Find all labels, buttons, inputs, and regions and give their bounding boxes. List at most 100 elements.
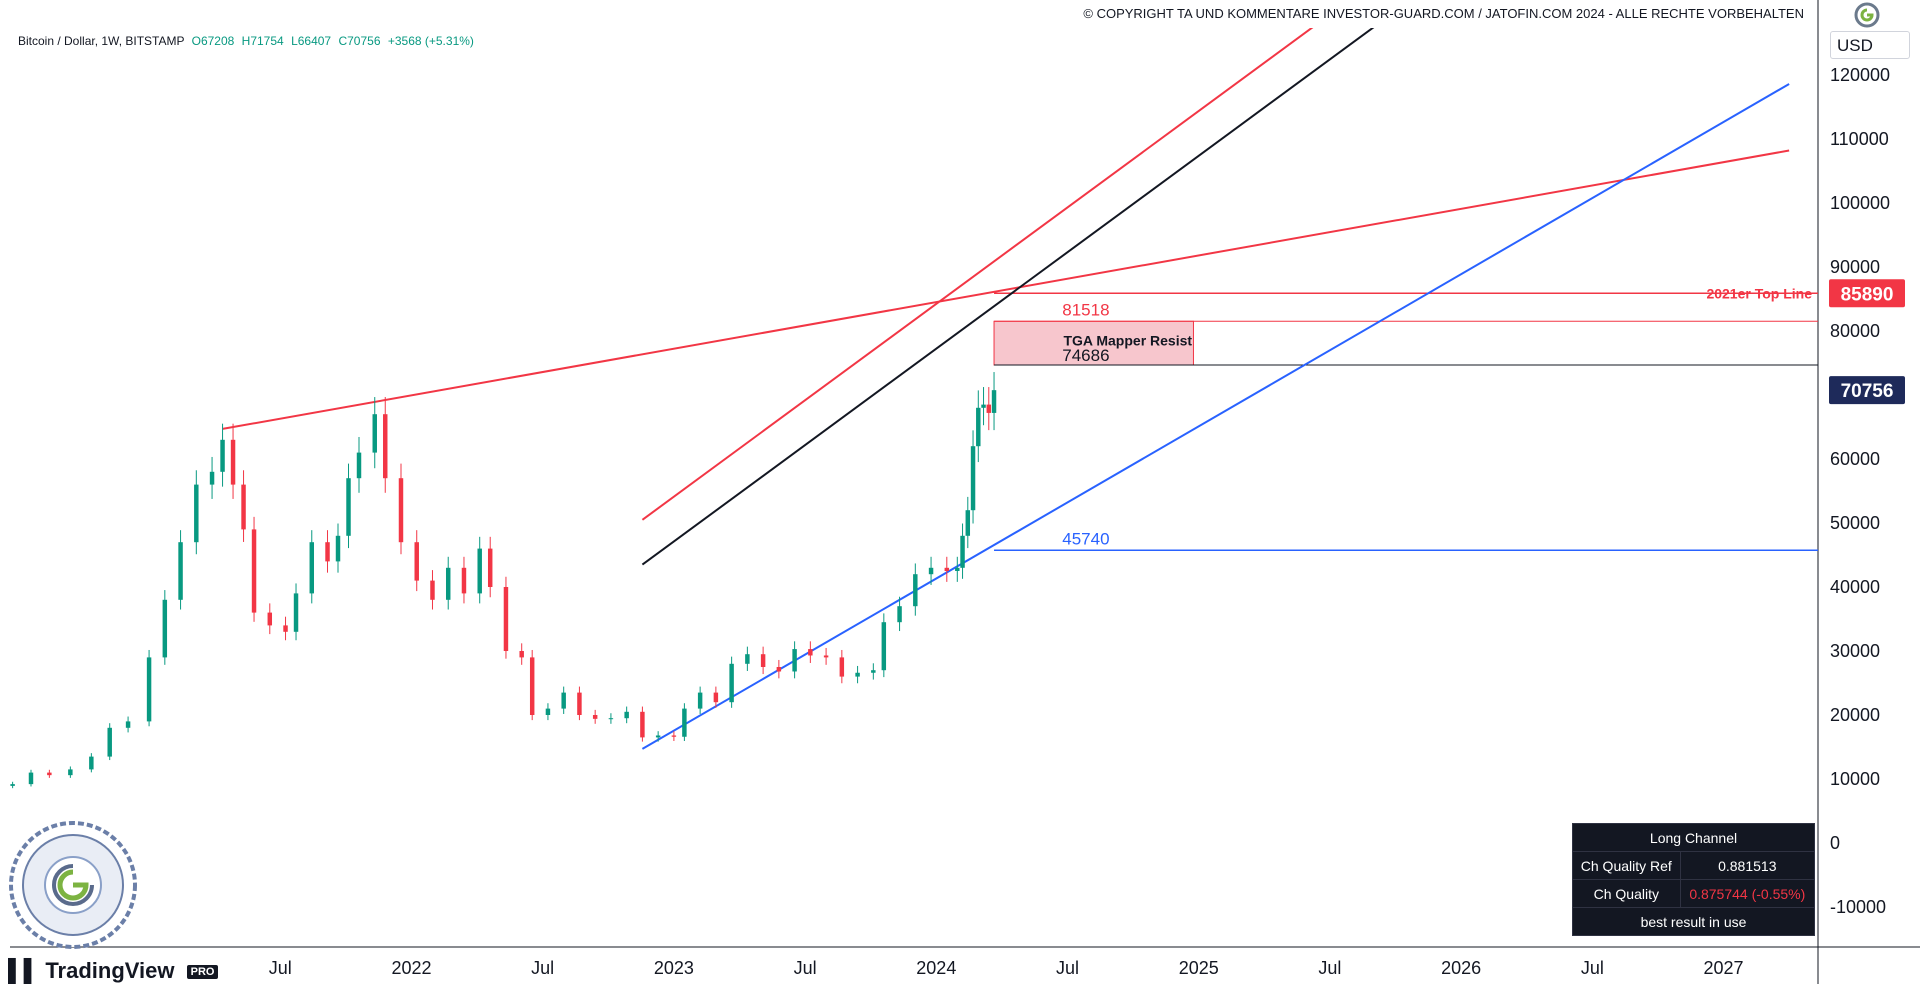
candle-body: [28, 772, 34, 785]
candle-body: [913, 574, 918, 607]
candle-body: [68, 769, 73, 776]
candle-body: [125, 721, 131, 728]
symbol-name: Bitcoin / Dollar, 1W, BITSTAMP: [18, 34, 185, 48]
copyright-text: © COPYRIGHT TA UND KOMMENTARE INVESTOR-G…: [1083, 6, 1804, 21]
long-channel-table: Long Channel Ch Quality Ref 0.881513 Ch …: [1572, 823, 1816, 936]
candle-body: [792, 649, 797, 672]
y-tick-label: 90000: [1830, 257, 1880, 277]
x-tick-label: Jul: [1581, 958, 1604, 978]
candle-body: [729, 663, 734, 703]
close-value: C70756: [338, 34, 381, 48]
symbol-legend[interactable]: Bitcoin / Dollar, 1W, BITSTAMP O67208 H7…: [18, 34, 474, 48]
candle-body: [592, 715, 598, 719]
candle-body: [220, 439, 225, 472]
candle-body: [267, 612, 273, 626]
y-tick-label: 100000: [1830, 193, 1890, 213]
candle-body: [47, 772, 52, 776]
open-value: O67208: [191, 34, 235, 48]
x-tick-label: Jul: [1318, 958, 1341, 978]
candle-body: [713, 692, 719, 703]
candle-body: [944, 567, 950, 571]
tradingview-logo[interactable]: ▌▌ TradingView PRO: [8, 958, 219, 984]
candle-body: [561, 692, 566, 709]
x-tick-label: Jul: [794, 958, 817, 978]
candle-body: [325, 542, 330, 562]
candle-body: [230, 439, 236, 485]
currency-selector[interactable]: USD: [1830, 31, 1910, 59]
candle-body: [608, 718, 614, 720]
candle-body: [10, 784, 15, 786]
candle-body: [445, 567, 451, 600]
candle-body: [383, 414, 388, 479]
candle-body: [991, 390, 997, 413]
high-value: H71754: [241, 34, 284, 48]
low-value: L66407: [291, 34, 332, 48]
candle-body: [970, 446, 976, 511]
candle-body: [823, 655, 829, 658]
red-top-trendline: [222, 149, 1790, 430]
candle-body: [503, 587, 509, 651]
candle-body: [808, 649, 813, 656]
table-value: 0.875744 (-0.55%): [1679, 879, 1816, 908]
candle-body: [697, 692, 703, 709]
table-value: 0.881513: [1679, 851, 1816, 880]
candle-body: [760, 654, 766, 667]
y-tick-label: 10000: [1830, 769, 1880, 789]
candle-body: [624, 711, 629, 719]
y-tick-label: 80000: [1830, 321, 1880, 341]
candle-body: [461, 567, 467, 594]
level-label-74686: 74686: [1062, 346, 1109, 365]
price-badge-85890: [1829, 279, 1905, 308]
candle-body: [960, 535, 965, 568]
y-tick-label: 50000: [1830, 513, 1880, 533]
y-tick-label: 20000: [1830, 705, 1880, 725]
candle-body: [776, 667, 782, 672]
table-label: Ch Quality Ref: [1572, 851, 1681, 880]
table-title: Long Channel: [1572, 823, 1815, 852]
candle-body: [529, 657, 535, 715]
x-tick-label: 2024: [916, 958, 956, 978]
table-footer: best result in use: [1572, 907, 1815, 936]
candle-body: [577, 692, 582, 715]
black-channel-midline: [641, 28, 1375, 566]
price-badge-text: 70756: [1841, 381, 1894, 402]
candle-body: [346, 478, 351, 536]
candle-body: [309, 542, 315, 594]
candle-body: [293, 593, 299, 632]
candle-body: [477, 548, 482, 594]
y-tick-label: -10000: [1830, 897, 1886, 917]
candle-body: [89, 756, 94, 770]
candle-body: [855, 672, 860, 677]
candle-body: [671, 735, 677, 737]
tradingview-mark-icon: ▌▌: [8, 958, 40, 983]
candle-body: [430, 580, 435, 600]
candle-body: [881, 622, 887, 671]
x-tick-label: 2027: [1704, 958, 1744, 978]
candle-body: [955, 567, 960, 571]
candle-body: [897, 606, 902, 623]
candle-body: [372, 414, 377, 453]
candle-body: [487, 548, 493, 587]
level-label-81518: 81518: [1062, 300, 1109, 319]
candle-body: [241, 484, 246, 530]
y-tick-label: 30000: [1830, 641, 1880, 661]
x-tick-label: Jul: [1056, 958, 1079, 978]
x-tick-label: 2025: [1179, 958, 1219, 978]
candle-body: [871, 670, 876, 673]
candle-body: [745, 654, 750, 664]
x-tick-label: 2022: [391, 958, 431, 978]
resistance-zone: [993, 320, 1194, 366]
compliance-seal-icon: [9, 821, 137, 949]
candle-body: [398, 478, 404, 543]
candle-body: [356, 452, 362, 479]
candle-body: [976, 407, 981, 447]
table-label: Ch Quality: [1572, 879, 1681, 908]
candle-body: [209, 471, 215, 485]
investor-guard-logo-icon: [1854, 2, 1880, 28]
tradingview-wordmark: TradingView: [45, 958, 175, 983]
candle-body: [965, 510, 971, 536]
candle-body: [640, 711, 645, 738]
y-tick-label: 0: [1830, 833, 1840, 853]
